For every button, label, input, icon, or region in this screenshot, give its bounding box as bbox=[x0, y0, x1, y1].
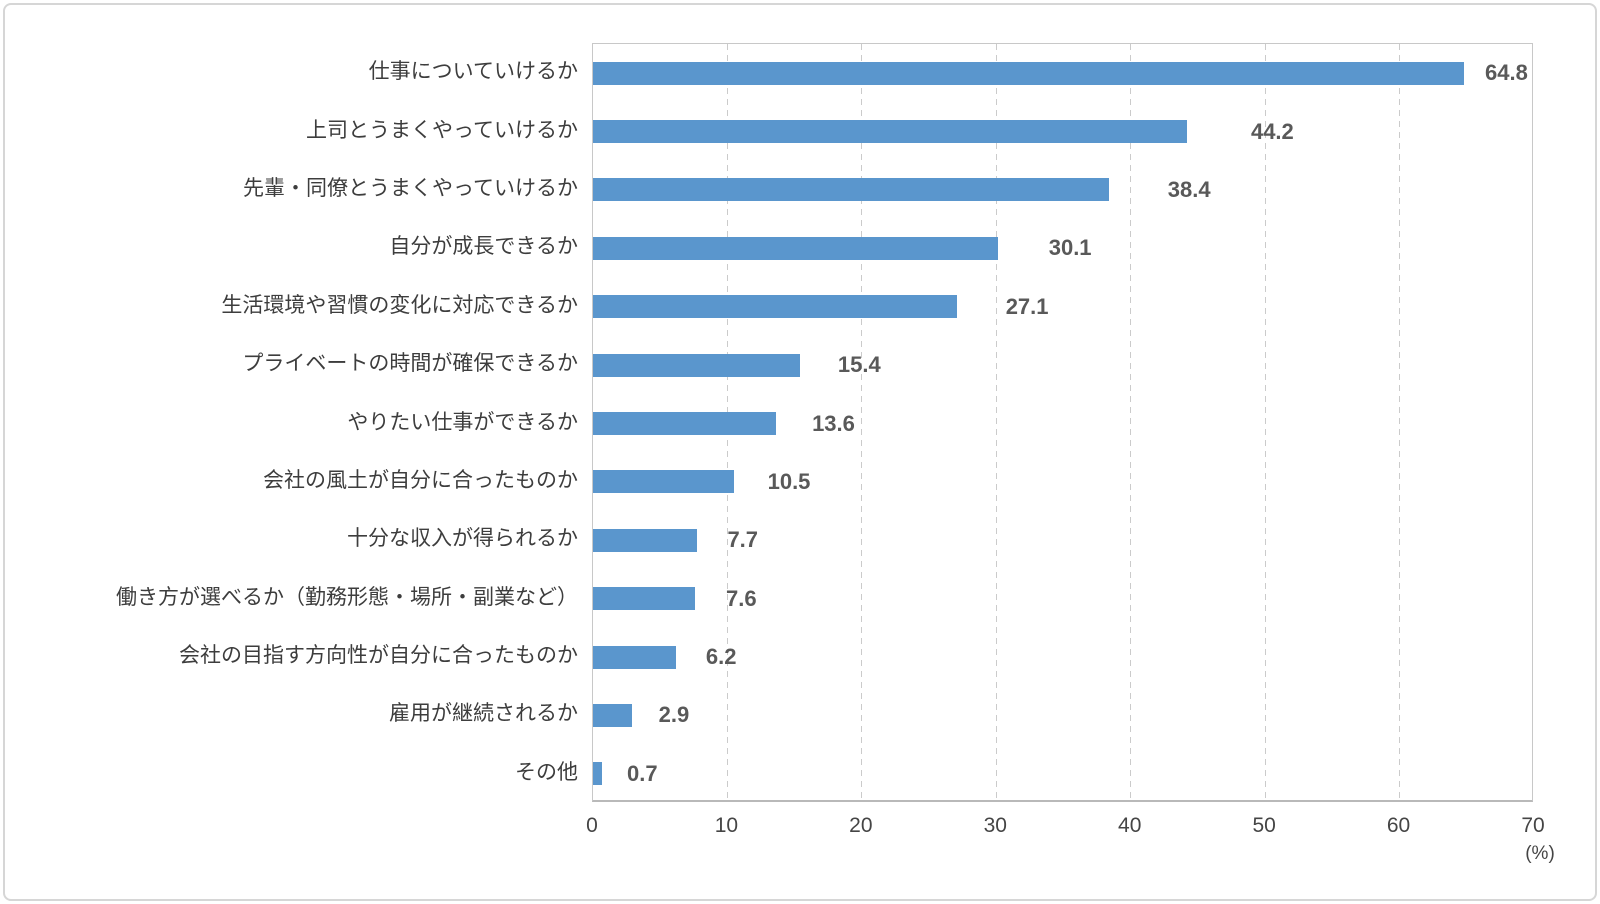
gridline bbox=[1130, 44, 1132, 800]
bar bbox=[593, 645, 677, 669]
gridline bbox=[861, 44, 863, 800]
category-label: 会社の目指す方向性が自分に合ったものか bbox=[179, 644, 578, 668]
x-axis-tick-label: 70 bbox=[1521, 814, 1545, 837]
category-label: 先輩・同僚とうまくやっていけるか bbox=[243, 176, 578, 200]
bar-value-label: 15.4 bbox=[837, 352, 881, 378]
category-label: 仕事についていけるか bbox=[368, 60, 578, 84]
bar bbox=[593, 353, 801, 377]
bar bbox=[593, 528, 697, 552]
bar bbox=[593, 703, 632, 727]
bar-value-label: 2.9 bbox=[658, 702, 690, 728]
category-label: 会社の風土が自分に合ったものか bbox=[263, 468, 578, 492]
category-label: 雇用が継続されるか bbox=[389, 702, 578, 726]
bar bbox=[593, 470, 735, 494]
axis-unit-label: (%) bbox=[1525, 843, 1555, 864]
gridline bbox=[995, 44, 997, 800]
category-label: 上司とうまくやっていけるか bbox=[306, 118, 578, 142]
bar bbox=[593, 178, 1110, 202]
plot-area: 64.8 44.2 38.4 30.1 27.1 15.4 13.6 10.5 7.7 7.6 6.… bbox=[592, 43, 1533, 802]
category-label: その他 bbox=[515, 760, 578, 784]
bar bbox=[593, 120, 1188, 144]
bar-value-label: 7.6 bbox=[726, 585, 757, 611]
category-label: 十分な収入が得られるか bbox=[347, 527, 578, 551]
gridline bbox=[1264, 44, 1266, 800]
bar-value-label: 27.1 bbox=[1005, 293, 1049, 319]
bar bbox=[593, 412, 776, 435]
bar-value-label: 13.6 bbox=[812, 410, 855, 436]
category-label: やりたい仕事ができるか bbox=[347, 410, 578, 434]
bar-value-label: 7.7 bbox=[727, 527, 759, 553]
x-axis-tick-label: 60 bbox=[1386, 814, 1411, 837]
bar bbox=[593, 61, 1465, 85]
bar-value-label: 10.5 bbox=[767, 468, 811, 494]
bar-value-label: 6.2 bbox=[705, 644, 737, 670]
category-label: 生活環境や習慣の変化に対応できるか bbox=[221, 293, 578, 317]
gridline bbox=[1399, 44, 1401, 800]
category-label: 自分が成長できるか bbox=[389, 235, 578, 259]
bar-value-label: 64.8 bbox=[1485, 60, 1528, 86]
x-axis-tick-label: 0 bbox=[586, 814, 598, 837]
bar-value-label: 44.2 bbox=[1250, 118, 1294, 144]
x-axis-tick-label: 40 bbox=[1118, 814, 1142, 837]
bar bbox=[593, 762, 603, 786]
x-axis-tick-label: 20 bbox=[849, 814, 873, 837]
category-label: プライベートの時間が確保できるか bbox=[242, 352, 578, 376]
x-axis-tick-label: 50 bbox=[1252, 814, 1276, 837]
bar bbox=[593, 236, 998, 260]
bar-value-label: 38.4 bbox=[1167, 176, 1211, 202]
bar-value-label: 0.7 bbox=[627, 760, 658, 786]
x-axis-tick-label: 10 bbox=[714, 814, 739, 837]
bar-value-label: 30.1 bbox=[1048, 235, 1092, 261]
bar bbox=[593, 587, 696, 611]
bar bbox=[593, 295, 958, 319]
x-axis-tick-label: 30 bbox=[983, 814, 1007, 837]
category-label: 働き方が選べるか（勤務形態・場所・副業など） bbox=[116, 585, 578, 609]
